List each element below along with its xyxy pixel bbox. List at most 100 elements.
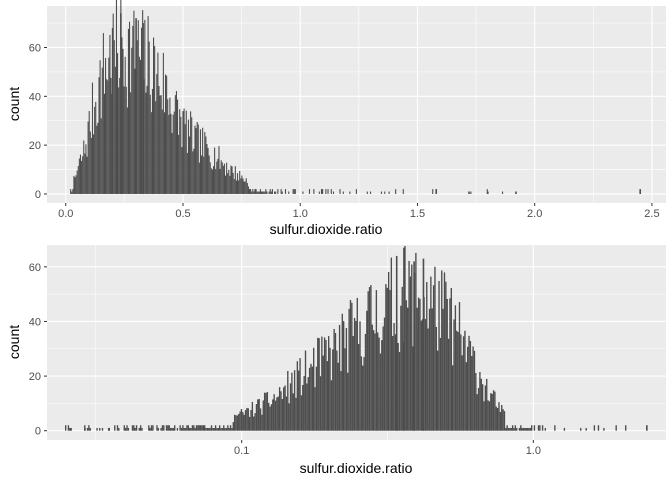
histogram-bar xyxy=(385,284,387,431)
histogram-bar xyxy=(325,340,327,431)
histogram-bar xyxy=(345,328,348,431)
histogram-bar xyxy=(529,427,532,431)
histogram-bar xyxy=(156,74,158,194)
histogram-bar xyxy=(292,189,294,194)
histogram-bar xyxy=(469,340,472,431)
histogram-bar xyxy=(327,189,329,194)
histogram-bar xyxy=(257,399,259,431)
histogram-bar xyxy=(381,340,383,431)
histogram-bar xyxy=(363,357,365,431)
histogram-bar xyxy=(266,191,268,194)
histogram-bar xyxy=(251,401,254,431)
histogram-bar xyxy=(431,308,433,431)
histogram-bar xyxy=(123,425,125,431)
histogram-bar xyxy=(222,165,224,194)
histogram-bar xyxy=(74,177,76,194)
histogram-bar xyxy=(247,186,249,194)
histogram-bar xyxy=(351,302,353,431)
histogram-bar xyxy=(235,415,237,431)
histogram-bar xyxy=(348,308,350,431)
histogram-bar xyxy=(278,387,281,431)
histogram-bar xyxy=(82,156,84,194)
histogram-bar xyxy=(232,172,234,194)
histogram-bar xyxy=(257,191,259,194)
histogram-bar xyxy=(445,281,447,431)
histogram-bar xyxy=(186,425,188,431)
histogram-bar xyxy=(462,336,465,431)
histogram-bar xyxy=(308,189,311,194)
histogram-bar xyxy=(152,425,154,431)
histogram-bar xyxy=(197,425,199,431)
histogram-bar xyxy=(341,313,343,431)
histogram-bar xyxy=(229,425,232,431)
histogram-bar xyxy=(353,317,356,431)
histogram-bar xyxy=(422,258,425,431)
histogram-bar xyxy=(287,370,289,431)
histogram-bar xyxy=(209,427,211,431)
histogram-bar xyxy=(580,427,582,431)
histogram-bar xyxy=(151,88,153,194)
histogram-bar xyxy=(158,86,160,194)
x-tick-label: 1.0 xyxy=(293,208,308,220)
histogram-bar xyxy=(521,427,523,431)
histogram-bar xyxy=(166,75,168,194)
histogram-bar xyxy=(258,398,260,431)
histogram-bar xyxy=(288,403,290,431)
histogram-bar xyxy=(639,189,642,194)
histogram-bar xyxy=(70,189,72,194)
histogram-bar xyxy=(239,170,241,194)
histogram-bar xyxy=(268,402,270,431)
histogram-bar xyxy=(310,363,312,431)
histogram-bar xyxy=(457,331,459,431)
histogram-bar xyxy=(432,189,434,194)
histogram-bar xyxy=(511,425,514,431)
histogram-bar xyxy=(231,427,233,431)
histogram-bar xyxy=(415,252,417,431)
histogram-bar xyxy=(138,56,140,194)
histogram-bar xyxy=(296,361,299,431)
histogram-bar xyxy=(496,408,499,431)
histogram-bar xyxy=(168,425,170,431)
histogram-bar xyxy=(273,394,275,431)
histogram-bar xyxy=(182,425,184,431)
panel-bottom-x-axis-title: sulfur.dioxide.ratio xyxy=(300,460,413,476)
histogram-bar xyxy=(191,425,194,431)
panel-top-bars xyxy=(70,0,642,194)
histogram-bar xyxy=(157,427,160,431)
histogram-bar xyxy=(265,392,267,431)
histogram-bar xyxy=(486,378,488,431)
histogram-bar xyxy=(357,343,360,431)
histogram-bar xyxy=(322,355,324,431)
histogram-bar xyxy=(315,366,318,431)
histogram-bar xyxy=(432,285,435,431)
histogram-bar xyxy=(133,425,135,431)
histogram-bar xyxy=(234,166,236,194)
histogram-bar xyxy=(382,326,384,431)
histogram-bar xyxy=(270,404,273,431)
histogram-bar xyxy=(121,37,123,194)
histogram-bar xyxy=(103,93,106,194)
histogram-bar xyxy=(367,291,369,431)
histogram-bar xyxy=(212,427,214,431)
histogram-bar xyxy=(554,425,556,431)
histogram-bar xyxy=(135,425,138,431)
histogram-bar xyxy=(276,397,278,431)
histogram-bar xyxy=(505,427,507,431)
histogram-bar xyxy=(172,114,174,194)
histogram-bar xyxy=(258,191,260,194)
histogram-bar xyxy=(299,358,301,431)
histogram-bar xyxy=(224,175,227,194)
histogram-bar xyxy=(528,427,530,431)
histogram-bar xyxy=(196,121,198,194)
histogram-bar xyxy=(179,109,181,194)
histogram-bar xyxy=(441,270,443,431)
histogram-bar xyxy=(244,181,246,194)
histogram-bar xyxy=(450,287,452,431)
histogram-bar xyxy=(518,427,521,431)
histogram-bar xyxy=(262,400,264,431)
histogram-bar xyxy=(244,410,247,431)
histogram-bar xyxy=(510,427,512,431)
histogram-bar xyxy=(494,391,496,431)
x-tick-label: 2.5 xyxy=(644,208,659,220)
histogram-bar xyxy=(438,280,440,431)
